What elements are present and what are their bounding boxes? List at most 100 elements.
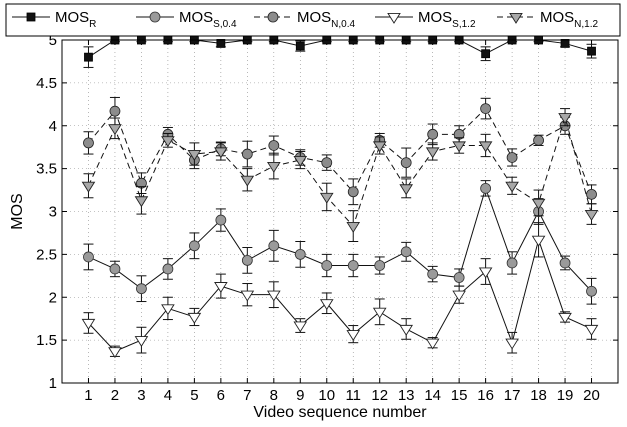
y-tick-label: 4	[49, 118, 57, 135]
data-point	[81, 181, 96, 193]
x-tick-label: 20	[583, 387, 600, 404]
data-point	[187, 149, 202, 161]
data-point	[26, 12, 36, 22]
data-point	[240, 175, 255, 187]
y-tick-label: 1	[49, 375, 57, 392]
data-point	[346, 330, 361, 341]
y-tick-label: 2	[49, 289, 57, 306]
data-point	[399, 184, 414, 196]
data-point	[149, 11, 161, 23]
legend-label: MOSS,0.4	[179, 9, 237, 30]
series-N-1-2	[81, 108, 599, 243]
legend-label-sub: S,0.4	[213, 19, 237, 30]
legend-item: MOSR	[12, 9, 96, 30]
data-point	[84, 52, 93, 62]
data-point	[560, 39, 570, 48]
data-point	[586, 285, 597, 297]
data-point	[372, 141, 387, 153]
x-tick-label: 15	[451, 387, 468, 404]
data-point	[478, 267, 493, 279]
y-tick-label: 3.5	[36, 161, 57, 178]
legend-label: MOSR	[55, 9, 96, 30]
data-point	[374, 260, 386, 271]
data-point	[161, 136, 175, 148]
data-point	[214, 282, 228, 293]
legend-label-main: MOS	[418, 9, 452, 26]
legend-label-main: MOS	[297, 9, 331, 26]
data-point	[347, 260, 359, 271]
x-tick-label: 5	[190, 387, 198, 404]
data-point	[83, 251, 94, 263]
data-point	[505, 338, 519, 350]
data-point	[268, 140, 280, 151]
x-tick-label: 4	[164, 387, 172, 404]
x-tick-label: 10	[318, 387, 335, 404]
x-tick-label: 11	[345, 387, 361, 404]
data-point	[559, 257, 571, 269]
legend-item: MOSS,1.2	[375, 9, 476, 30]
data-point	[346, 222, 361, 233]
plot-frame	[61, 39, 619, 384]
series-line	[88, 238, 592, 352]
data-point	[109, 105, 121, 117]
data-point	[505, 181, 519, 193]
data-point	[425, 147, 440, 159]
x-tick-label: 14	[424, 387, 441, 404]
data-point	[533, 134, 544, 146]
data-point	[321, 260, 333, 271]
data-point	[108, 124, 122, 136]
data-point	[136, 283, 147, 295]
legend-label: MOSN,1.2	[540, 9, 599, 30]
data-point	[586, 188, 597, 200]
data-point	[452, 290, 466, 302]
legend-label-sub: N,0.4	[331, 19, 355, 30]
x-tick-label: 12	[371, 387, 388, 404]
data-point	[558, 312, 572, 324]
legend-label-main: MOS	[55, 9, 89, 26]
data-point	[558, 113, 572, 125]
x-tick-label: 2	[111, 387, 119, 404]
data-point	[295, 41, 305, 51]
data-point	[241, 254, 253, 266]
legend-item: MOSN,0.4	[254, 9, 356, 30]
data-point	[161, 304, 175, 316]
data-point	[187, 312, 202, 324]
data-point	[321, 157, 333, 169]
y-tick-label: 1.5	[36, 332, 57, 349]
series-line	[88, 115, 593, 228]
data-point	[241, 148, 253, 160]
data-point	[162, 263, 174, 275]
data-point	[425, 338, 440, 350]
data-point	[293, 155, 308, 167]
data-point	[109, 263, 121, 275]
data-point	[81, 318, 96, 330]
legend-label-sub: R	[89, 19, 96, 30]
legend-label-sub: N,1.2	[574, 19, 598, 30]
x-tick-label: 8	[270, 387, 278, 404]
y-tick-label: 2.5	[36, 246, 57, 263]
data-point	[83, 137, 94, 149]
data-point	[427, 128, 439, 140]
x-tick-label: 3	[137, 387, 145, 404]
data-point	[216, 39, 226, 48]
data-point	[294, 248, 306, 260]
x-tick-label: 16	[477, 387, 494, 404]
data-point	[531, 235, 546, 247]
series-line	[88, 186, 592, 292]
data-point	[134, 336, 149, 347]
data-point	[452, 141, 466, 153]
tick-labels: 11.522.533.544.551 2 3 4 5 6 7 8 9 10 11 12 13 14 15 16…	[36, 32, 600, 404]
data-point	[214, 147, 228, 159]
x-axis-label: Video sequence number	[253, 404, 427, 421]
data-point	[427, 268, 439, 280]
legend-label: MOSS,1.2	[418, 9, 476, 30]
data-point	[399, 324, 414, 336]
data-point	[480, 182, 492, 194]
data-point	[531, 198, 546, 210]
data-point	[400, 246, 412, 258]
data-point	[584, 324, 599, 336]
y-tick-label: 4.5	[36, 75, 57, 92]
data-point	[509, 12, 523, 24]
